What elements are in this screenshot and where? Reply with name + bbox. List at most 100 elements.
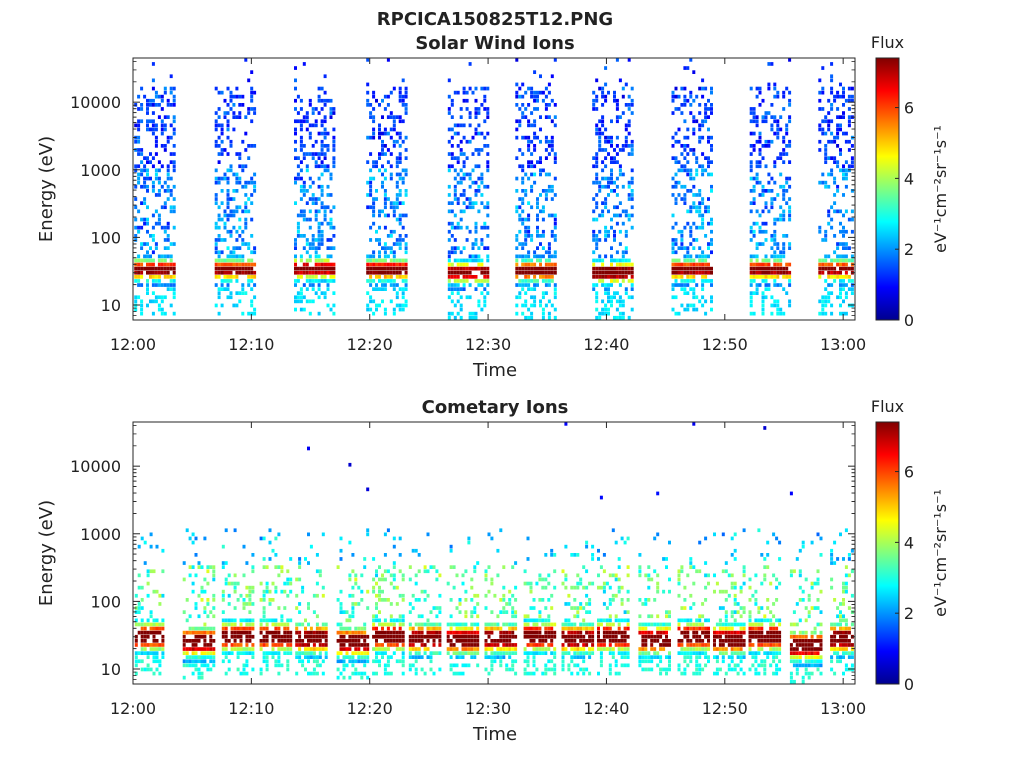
heatmap-cell [598,148,602,152]
heatmap-cell [146,107,149,111]
heatmap-cell [146,98,149,103]
heatmap-cell [758,90,762,95]
heatmap-cell [151,127,155,132]
heatmap-cell [615,315,619,320]
heatmap-cell [157,303,161,308]
heatmap-cell [541,643,545,647]
heatmap-cell [378,270,381,275]
heatmap-cell [527,270,531,275]
heatmap-cell [689,189,693,193]
heatmap-cell [508,626,512,631]
heatmap-cell [518,242,522,246]
heatmap-cell [262,589,266,594]
heatmap-cell [701,135,705,140]
heatmap-cell [286,569,290,574]
heatmap-cell [468,229,472,234]
heatmap-cell [592,275,596,279]
heatmap-cell [188,659,192,664]
heatmap-cell [221,630,225,635]
heatmap-cell [312,667,316,672]
heatmap-cell [514,634,518,639]
heatmap-cell [163,254,167,259]
heatmap-cell [320,270,324,275]
heatmap-cell [782,184,786,189]
heatmap-cell [378,127,381,132]
heatmap-cell [539,270,542,275]
heatmap-cell [226,295,230,300]
heatmap-cell [381,589,384,594]
heatmap-cell [404,94,408,99]
heatmap-cell [453,238,457,242]
heatmap-cell [601,283,605,287]
heatmap-cell [579,630,583,635]
heatmap-cell [354,647,358,651]
heatmap-cell [850,266,854,271]
heatmap-cell [429,610,433,614]
heatmap-cell [527,250,531,255]
heatmap-cell [392,258,396,263]
heatmap-cell [169,262,173,267]
heatmap-cell [172,197,176,201]
heatmap-cell [514,622,518,627]
heatmap-cell [496,626,500,631]
heatmap-cell [233,528,237,533]
heatmap-cell [536,90,539,95]
heatmap-cell [262,639,266,643]
heatmap-cell [363,655,367,659]
heatmap-cell [317,295,321,300]
heatmap-cell [366,589,370,594]
heatmap-cell [471,258,475,263]
heatmap-cell [524,291,528,295]
heatmap-cell [160,94,164,99]
heatmap-cell [401,225,405,230]
heatmap-cell [345,663,349,668]
heatmap-cell [223,262,227,267]
heatmap-cell [224,630,228,635]
heatmap-cell [536,205,539,210]
heatmap-cell [686,144,690,148]
heatmap-cell [395,634,399,639]
heatmap-cell [217,152,221,156]
heatmap-cell [573,647,577,651]
colorbar-unit-label: eV⁻¹cm⁻²sr⁻¹s⁻¹ [931,125,950,253]
heatmap-cell [698,205,702,210]
heatmap-cell [710,103,713,107]
heatmap-cell [850,156,854,160]
heatmap-cell [324,643,328,647]
heatmap-cell [686,127,690,132]
heatmap-cell [582,606,586,610]
heatmap-cell [146,667,150,672]
heatmap-cell [471,152,475,156]
heatmap-cell [232,197,236,201]
heatmap-cell [172,270,176,275]
heatmap-cell [223,213,227,218]
heatmap-cell [134,275,138,279]
heatmap-cell [484,573,488,578]
heatmap-cell [595,152,599,156]
heatmap-cell [776,283,780,287]
heatmap-cell [265,639,269,643]
heatmap-cell [761,189,765,193]
heatmap-cell [630,103,634,107]
heatmap-cell [550,548,554,553]
heatmap-cell [235,229,239,234]
heatmap-cell [169,123,173,128]
heatmap-cell [217,275,221,279]
heatmap-cell [226,270,230,275]
heatmap-cell [788,217,792,222]
heatmap-cell [140,606,144,610]
heatmap-cell [683,287,687,291]
heatmap-cell [182,561,186,565]
heatmap-cell [511,614,515,619]
heatmap-cell [615,184,619,189]
heatmap-cell [447,193,451,197]
heatmap-cell [585,651,589,655]
heatmap-cell [238,176,242,181]
heatmap-cell [332,160,336,164]
heatmap-cell [151,62,155,66]
heatmap-cell [550,144,554,148]
heatmap-cell [305,238,309,242]
heatmap-cell [624,246,628,250]
heatmap-cell [194,651,198,655]
heatmap-cell [134,168,138,173]
